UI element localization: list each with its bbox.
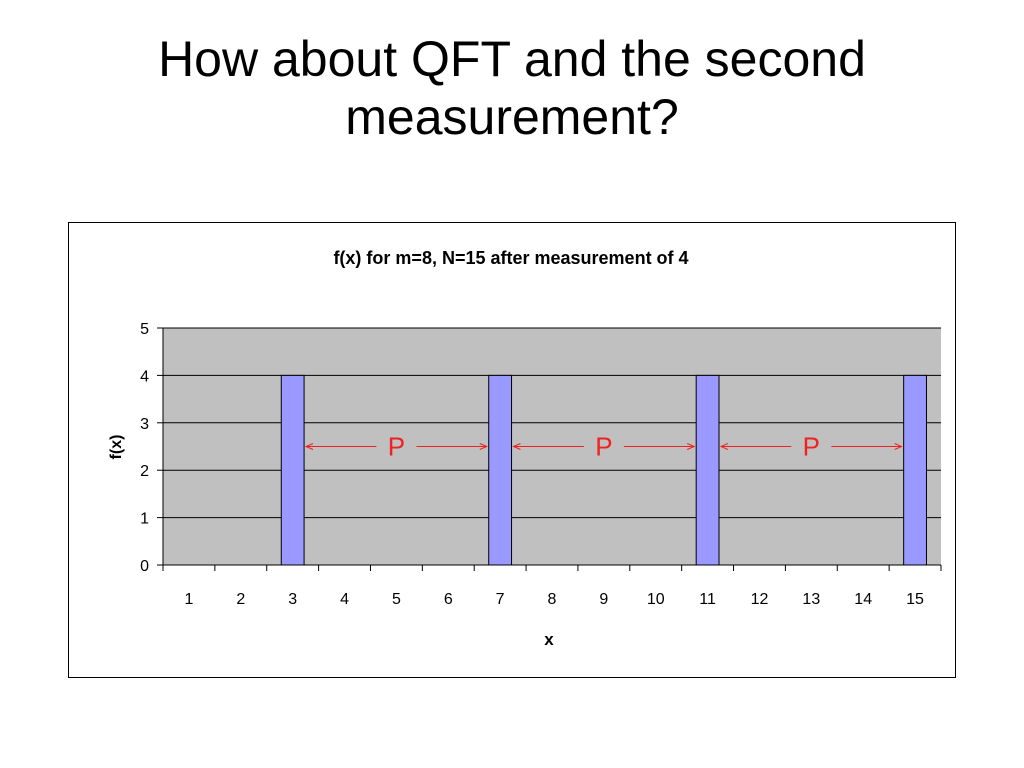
page-title: How about QFT and the second measurement… [0,30,1024,146]
bar-chart: f(x) for m=8, N=15 after measurement of … [108,248,942,649]
x-tick-label: 5 [392,591,401,608]
x-tick-label: 9 [599,591,608,608]
y-tick-label: 2 [140,463,149,480]
bar [280,374,305,566]
x-tick-label: 10 [647,591,665,608]
bar [488,374,513,566]
bar [903,374,927,566]
x-tick-label: 15 [906,591,924,608]
chart-frame: f(x) for m=8, N=15 after measurement of … [68,222,956,678]
x-axis-label: x [544,630,554,649]
x-tick-label: 7 [496,591,505,608]
period-label: P [803,432,820,462]
x-tick-label: 11 [699,591,716,608]
title-line-1: How about QFT and the second [158,31,866,87]
x-tick-label: 3 [288,591,297,608]
x-tick-label: 13 [802,591,820,608]
x-tick-label: 2 [236,591,245,608]
period-label: P [595,432,612,462]
y-tick-label: 4 [140,368,149,385]
y-tick-label: 0 [140,558,149,575]
title-line-2: measurement? [345,89,679,145]
x-tick-label: 4 [340,591,349,608]
x-tick-label: 6 [444,591,453,608]
y-tick-label: 1 [140,511,149,528]
bar [695,374,720,566]
y-tick-label: 3 [140,416,149,433]
y-tick-label: 5 [140,321,149,338]
x-tick-label: 8 [548,591,557,608]
x-tick-label: 1 [184,591,193,608]
x-tick-label: 12 [751,591,769,608]
x-tick-label: 14 [854,591,872,608]
period-label: P [388,432,405,462]
y-axis-label: f(x) [108,435,125,460]
chart-title: f(x) for m=8, N=15 after measurement of … [333,248,688,268]
